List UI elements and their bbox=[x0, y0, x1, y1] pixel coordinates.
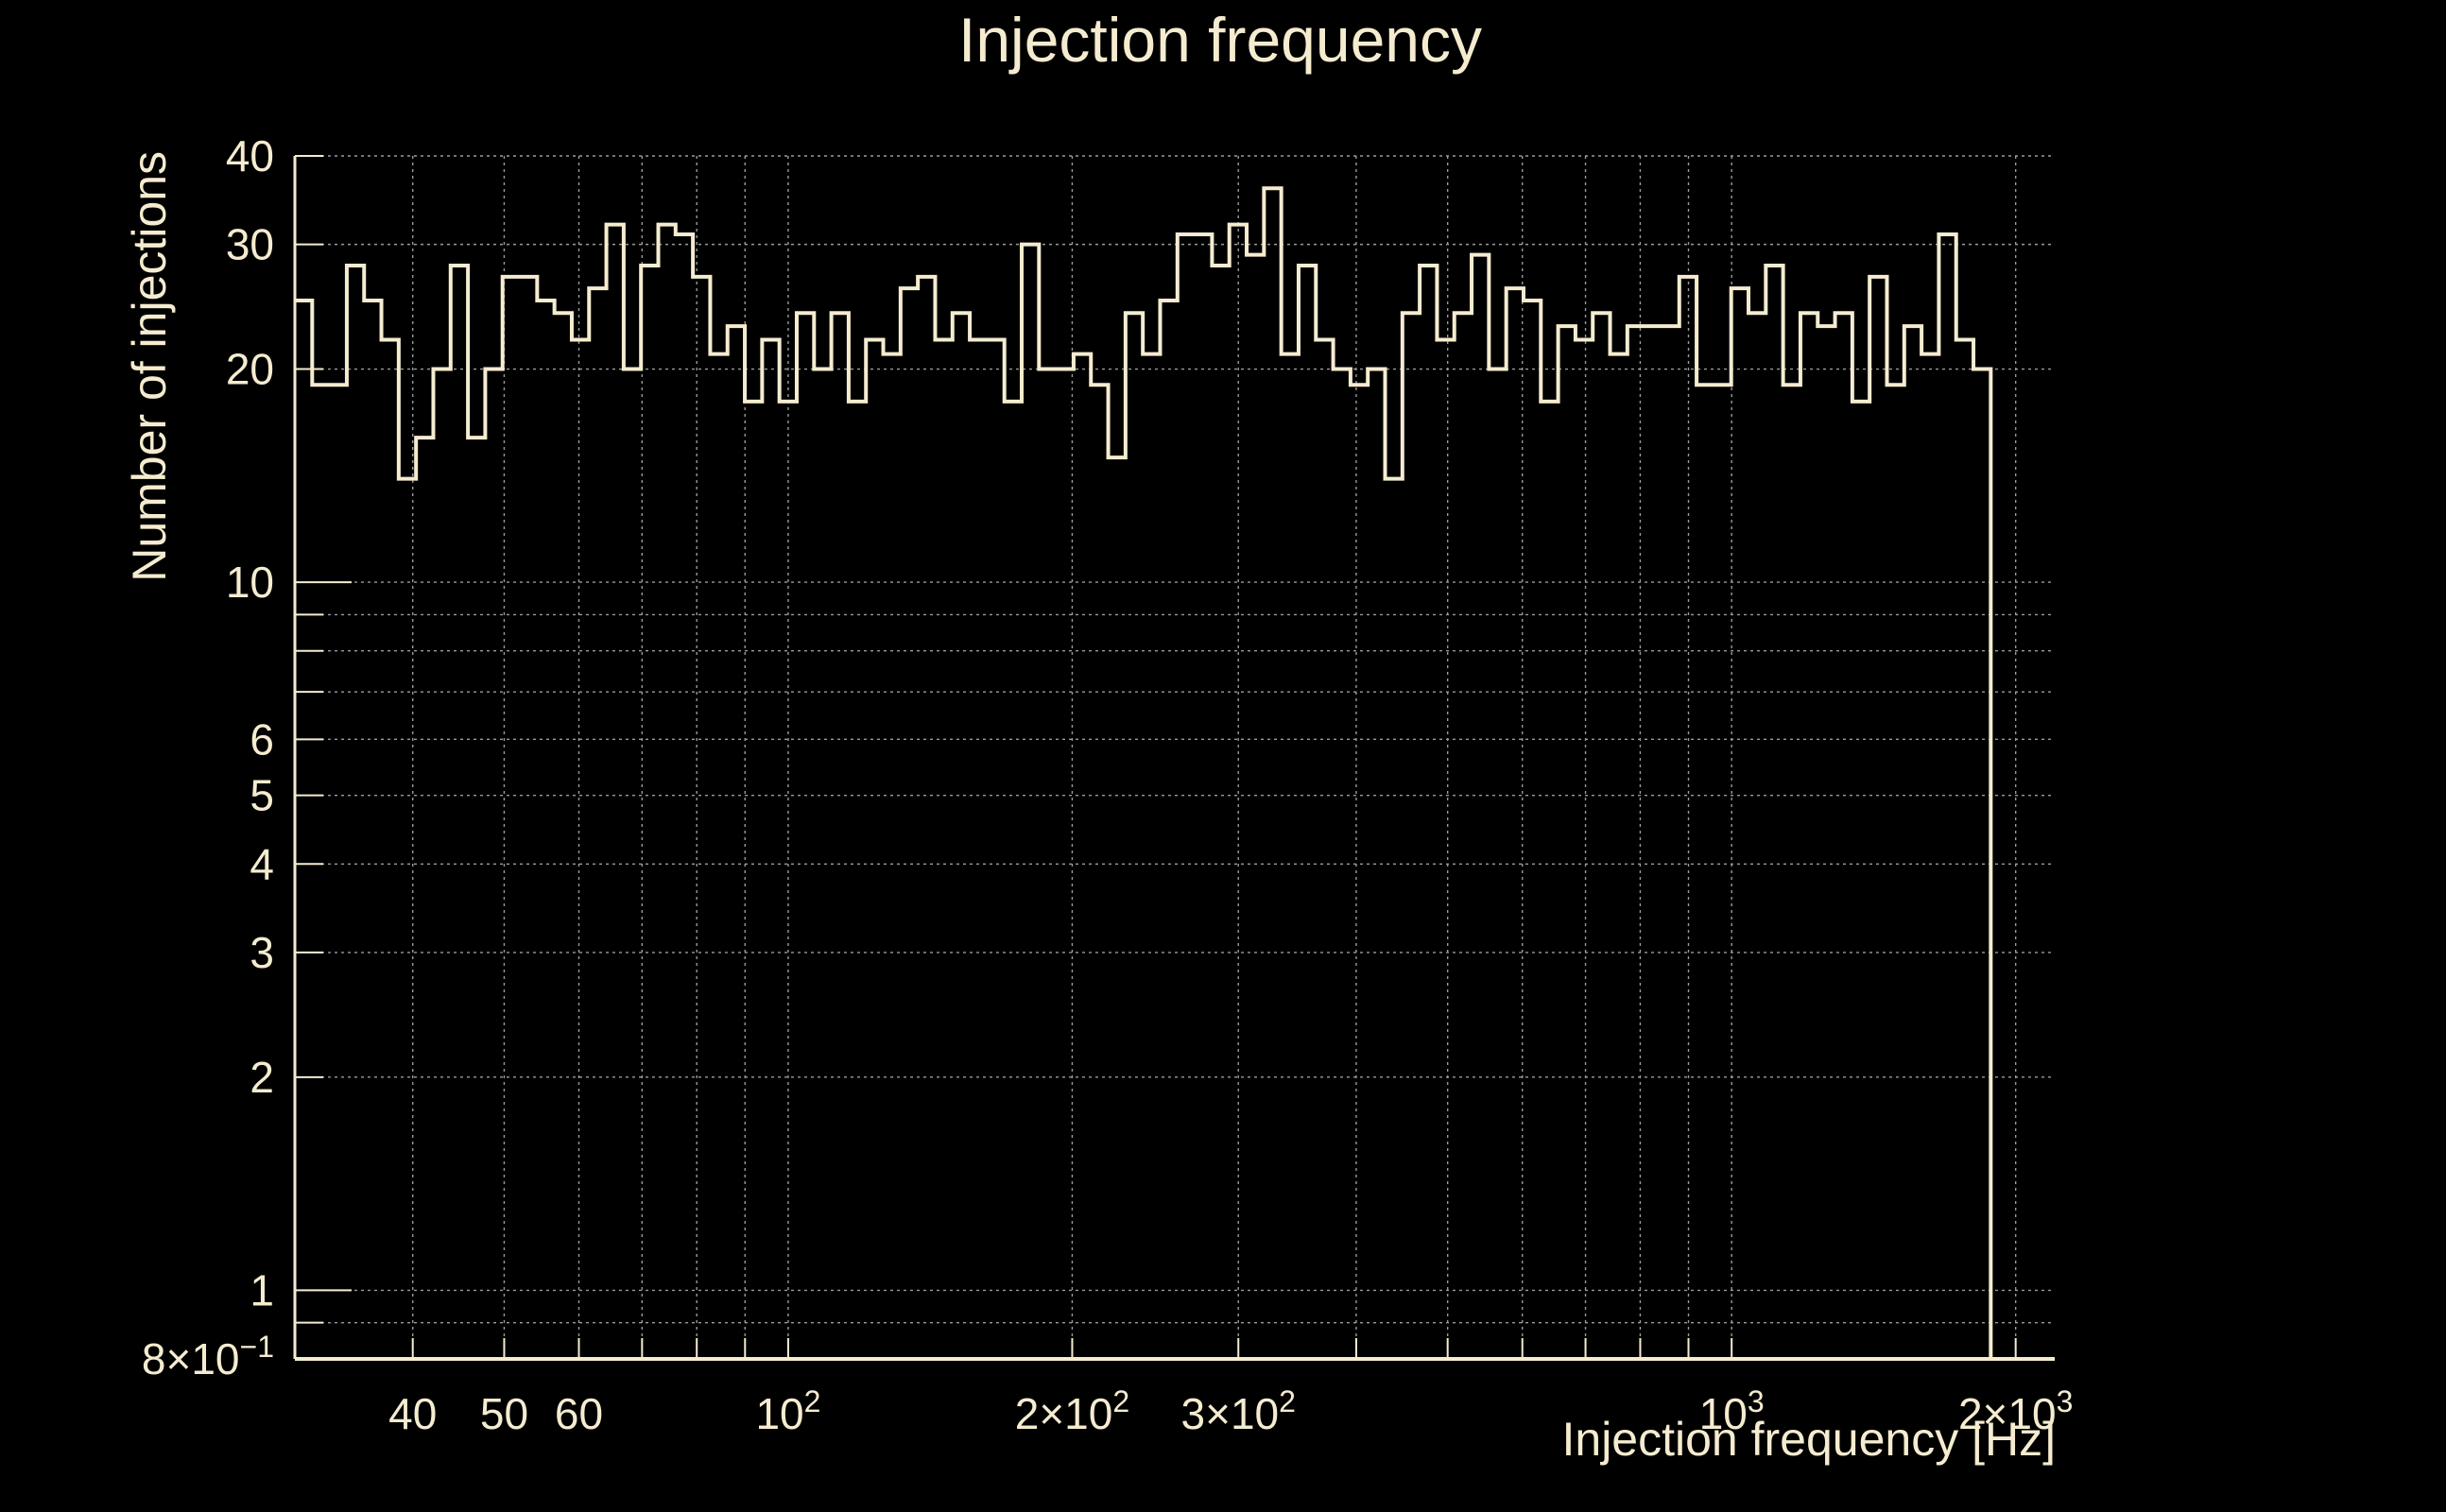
y-tick-label-exponent: −1 bbox=[240, 1330, 274, 1364]
y-tick-label-base: 10 bbox=[226, 558, 274, 607]
y-tick-label-base: 2 bbox=[250, 1053, 274, 1102]
x-tick-label: 2×103 bbox=[1958, 1384, 2073, 1438]
y-tick-label-base: 3 bbox=[250, 928, 274, 977]
y-tick-label-base: 30 bbox=[226, 220, 274, 269]
x-tick-label-exponent: 3 bbox=[2057, 1384, 2074, 1418]
y-tick-label-base: 40 bbox=[226, 131, 274, 180]
y-tick-label: 5 bbox=[250, 771, 274, 820]
y-axis-label: Number of injections bbox=[123, 151, 176, 582]
x-tick-label: 103 bbox=[1699, 1384, 1765, 1438]
x-tick-label-base: 60 bbox=[555, 1389, 603, 1438]
tick-labels: 40 50 60 102 2×102 3×102 103 2×1038×10−11234561… bbox=[142, 131, 2074, 1438]
x-tick-label-base: 50 bbox=[480, 1389, 528, 1438]
x-tick-label: 60 bbox=[555, 1389, 603, 1438]
y-tick-label-base: 20 bbox=[226, 345, 274, 394]
histogram-series bbox=[295, 186, 1993, 1359]
x-tick-label: 50 bbox=[480, 1389, 528, 1438]
x-tick-label: 2×102 bbox=[1015, 1384, 1129, 1438]
y-tick-label: 3 bbox=[250, 928, 274, 977]
x-tick-label: 40 bbox=[388, 1389, 437, 1438]
y-tick-label: 10 bbox=[226, 558, 274, 607]
y-tick-label-base: 8×10 bbox=[142, 1334, 240, 1383]
y-tick-label: 40 bbox=[226, 131, 274, 180]
y-tick-label-base: 6 bbox=[250, 714, 274, 764]
x-tick-label: 102 bbox=[755, 1384, 820, 1438]
y-tick-label-base: 5 bbox=[250, 771, 274, 820]
chart-title: Injection frequency bbox=[958, 5, 1482, 75]
x-tick-label-exponent: 2 bbox=[1112, 1384, 1129, 1418]
axes bbox=[293, 155, 2055, 1361]
y-tick-label: 8×10−1 bbox=[142, 1330, 274, 1383]
x-tick-label-base: 2×10 bbox=[1015, 1389, 1113, 1438]
x-axis-label: Injection frequency [Hz] bbox=[1562, 1413, 2057, 1466]
x-tick-label-base: 40 bbox=[388, 1389, 437, 1438]
histogram-line bbox=[295, 186, 1993, 1359]
y-tick-label: 4 bbox=[250, 839, 274, 888]
x-tick-label-exponent: 3 bbox=[1748, 1384, 1765, 1418]
y-tick-label: 2 bbox=[250, 1053, 274, 1102]
x-tick-label-exponent: 2 bbox=[1279, 1384, 1296, 1418]
x-tick-label-base: 10 bbox=[1699, 1389, 1748, 1438]
y-tick-label: 6 bbox=[250, 714, 274, 764]
x-tick-label-base: 2×10 bbox=[1958, 1389, 2057, 1438]
x-tick-label-exponent: 2 bbox=[804, 1384, 821, 1418]
y-tick-label: 30 bbox=[226, 220, 274, 269]
x-tick-label-base: 10 bbox=[755, 1389, 803, 1438]
y-tick-label-base: 1 bbox=[250, 1265, 274, 1314]
y-tick-label-base: 4 bbox=[250, 839, 274, 888]
x-tick-label: 3×102 bbox=[1181, 1384, 1296, 1438]
y-tick-label: 1 bbox=[250, 1265, 274, 1314]
y-tick-label: 20 bbox=[226, 345, 274, 394]
x-tick-label-base: 3×10 bbox=[1181, 1389, 1280, 1438]
